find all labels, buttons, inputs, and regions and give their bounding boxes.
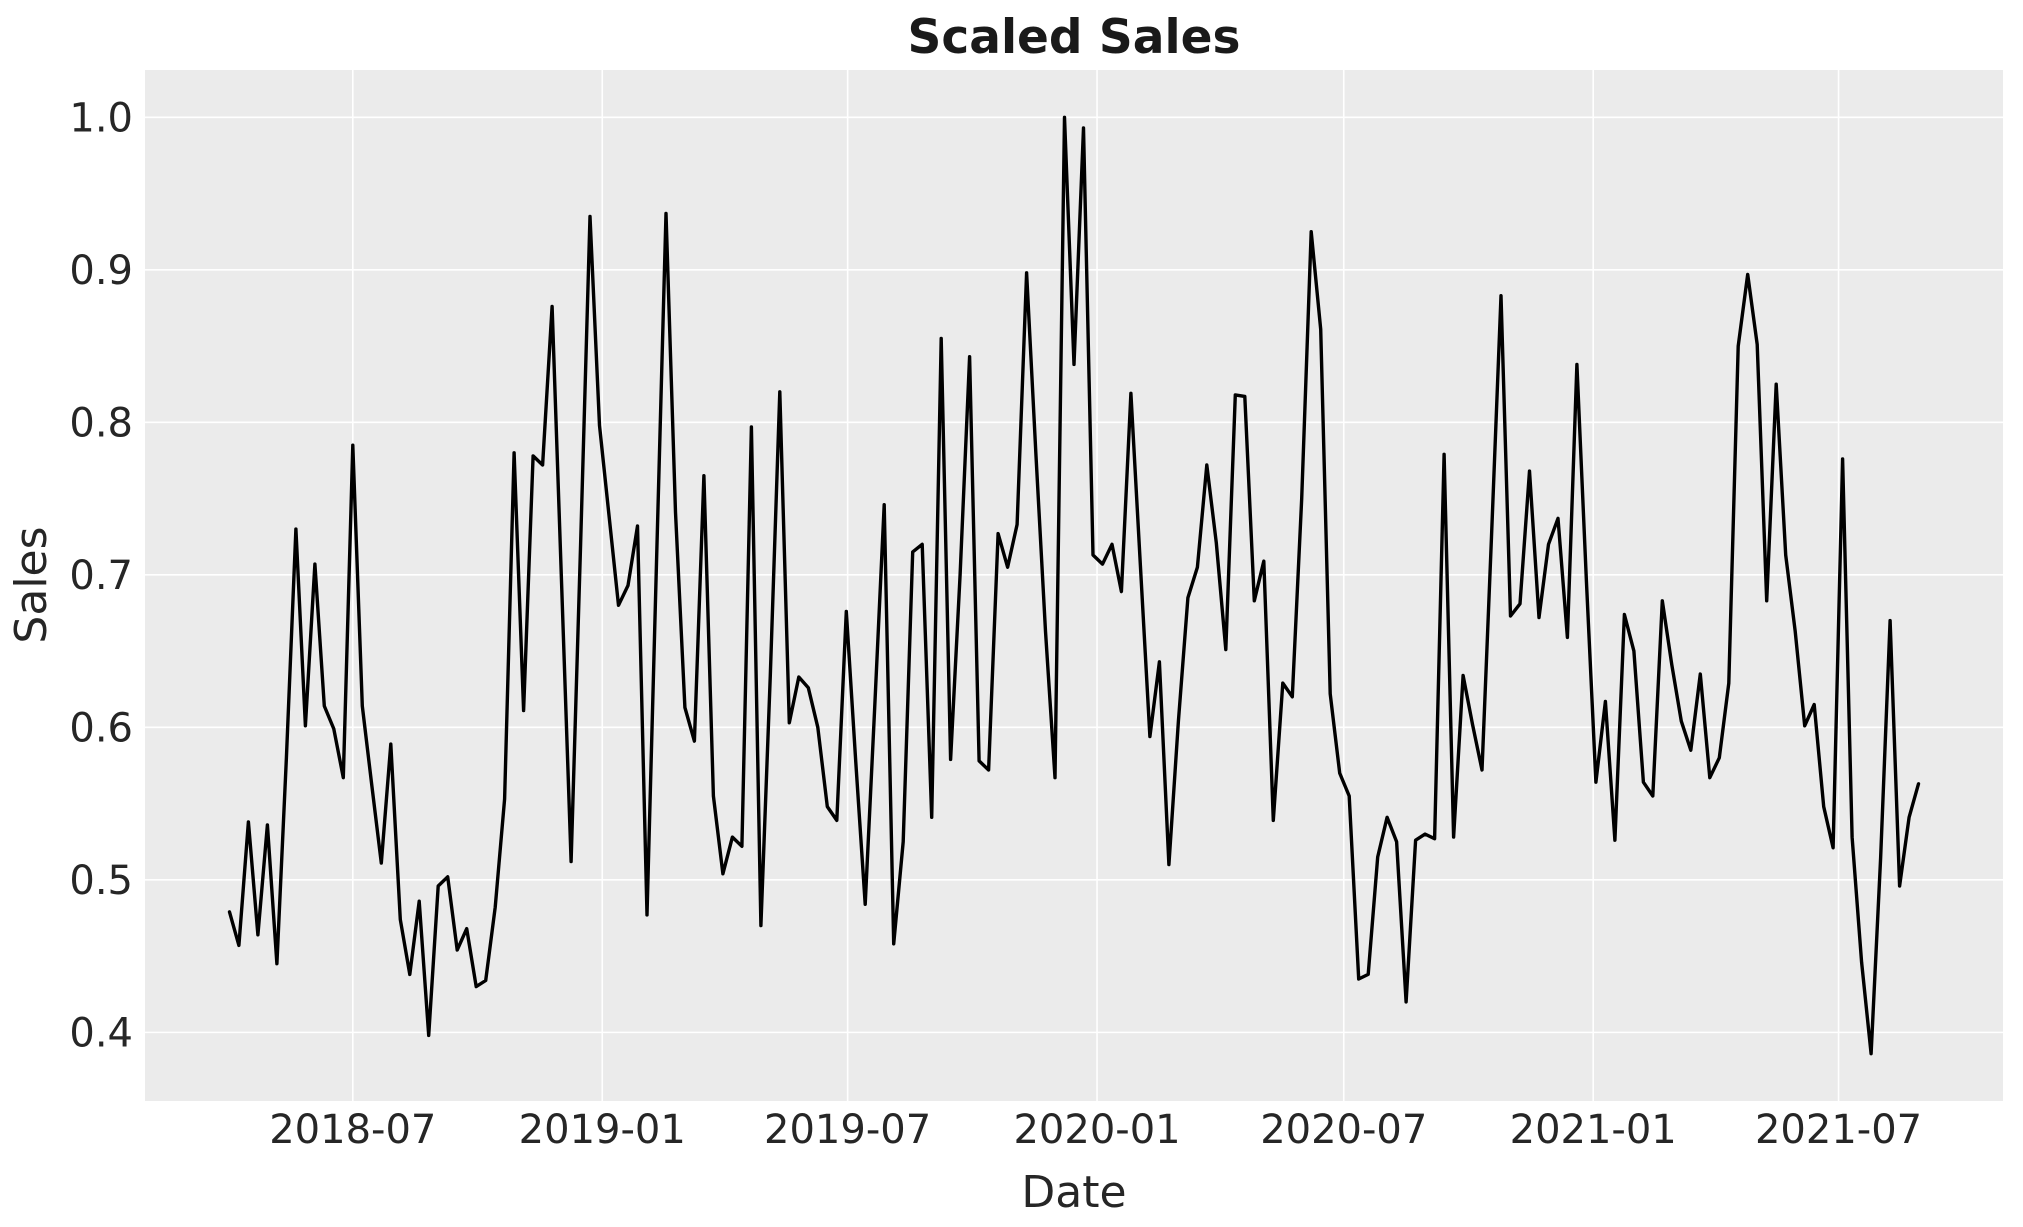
y-tick-label: 0.6 [69, 705, 133, 751]
x-tick-label: 2021-01 [1510, 1107, 1677, 1153]
x-tick-label: 2020-07 [1260, 1107, 1427, 1153]
y-tick-label: 0.4 [69, 1010, 133, 1056]
y-tick-label: 0.8 [69, 400, 133, 446]
y-tick-label: 0.9 [69, 248, 133, 294]
gridlines [145, 70, 2003, 1101]
chart-title: Scaled Sales [908, 10, 1241, 65]
y-tick-label: 0.7 [69, 553, 133, 599]
y-tick-label: 0.5 [69, 858, 133, 904]
x-tick-label: 2021-07 [1755, 1107, 1922, 1153]
sales-line [227, 115, 1921, 1056]
y-tick-label: 1.0 [69, 95, 133, 141]
x-tick-label: 2019-07 [764, 1107, 931, 1153]
y-tick-labels: 0.4 0.5 0.6 0.7 0.8 0.9 1.0 [69, 95, 133, 1056]
x-axis-label: Date [1021, 1167, 1126, 1218]
series-line [227, 115, 1921, 1056]
x-tick-label: 2019-01 [519, 1107, 686, 1153]
x-tick-label: 2020-01 [1013, 1107, 1180, 1153]
y-axis-label: Sales [6, 526, 57, 643]
x-tick-label: 2018-07 [269, 1107, 436, 1153]
x-tick-labels: 2018-07 2019-01 2019-07 2020-01 2020-07 2021-… [269, 1107, 1922, 1153]
